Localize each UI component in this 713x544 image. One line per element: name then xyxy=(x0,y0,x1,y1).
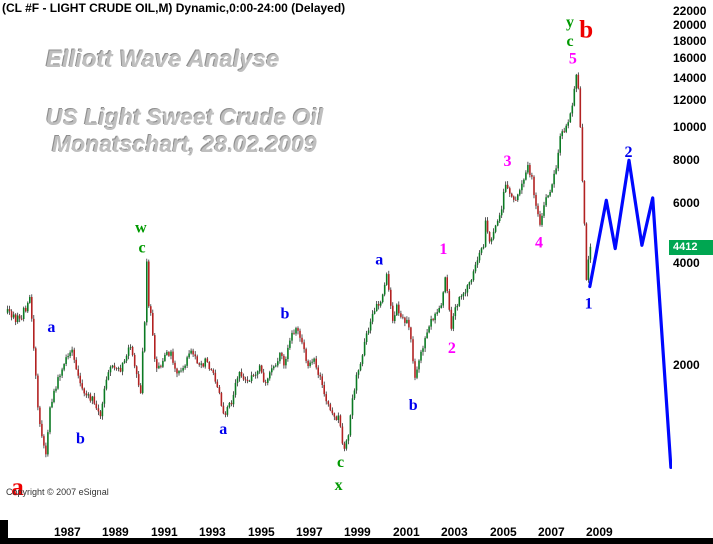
time-axis-label: 1999 xyxy=(344,525,371,539)
price-axis-label: 4000 xyxy=(673,256,700,270)
time-axis-label: 2005 xyxy=(490,525,517,539)
last-price-tag: 4412 xyxy=(669,240,713,255)
watermark-line3: Monatschart, 28.02.2009 xyxy=(52,131,317,157)
time-axis-label: 2007 xyxy=(538,525,565,539)
price-axis-label: 2000 xyxy=(673,358,700,372)
wave-label-c: c xyxy=(566,33,573,50)
wave-label-1: 1 xyxy=(439,241,447,258)
time-axis-label: 2003 xyxy=(441,525,468,539)
chart-symbol-title: (CL #F - LIGHT CRUDE OIL,M) Dynamic,0:00… xyxy=(2,1,346,15)
time-axis-label: 1987 xyxy=(54,525,81,539)
wave-label-y: y xyxy=(566,14,574,31)
last-price-value: 4412 xyxy=(673,241,698,253)
watermark-line1: Elliott Wave Analyse xyxy=(46,46,280,73)
wave-label-3: 3 xyxy=(504,153,512,170)
time-axis-label: 2009 xyxy=(586,525,613,539)
wave-label-b: b xyxy=(579,17,593,44)
price-axis-label: 10000 xyxy=(673,120,707,134)
wave-label-w: w xyxy=(135,219,147,236)
candles xyxy=(6,72,592,458)
wave-label-a: a xyxy=(47,319,55,336)
wave-label-4: 4 xyxy=(535,235,543,252)
time-axis-label: 1997 xyxy=(296,525,323,539)
price-axis-label: 18000 xyxy=(673,34,707,48)
wave-label-c: c xyxy=(337,454,344,471)
wave-label-c: c xyxy=(139,240,146,257)
wave-label-2: 2 xyxy=(448,340,456,357)
price-axis-label: 12000 xyxy=(673,93,707,107)
wave-label-b: b xyxy=(76,431,85,448)
wave-label-x: x xyxy=(335,477,343,494)
wave-label-a: a xyxy=(11,474,24,501)
time-axis-label: 2001 xyxy=(393,525,420,539)
title-bar: (CL #F - LIGHT CRUDE OIL,M) Dynamic,0:00… xyxy=(0,0,667,17)
wave-label-a: a xyxy=(375,252,383,269)
wave-label-1: 1 xyxy=(585,295,593,312)
wave-label-2: 2 xyxy=(625,144,633,161)
time-axis-label: 1995 xyxy=(248,525,275,539)
price-axis-label: 16000 xyxy=(673,51,707,65)
copyright-notice: Copyright © 2007 eSignal xyxy=(6,487,109,497)
corner-block xyxy=(0,520,8,544)
price-axis-label: 22000 xyxy=(673,4,707,18)
time-axis-label: 1993 xyxy=(199,525,226,539)
wave-label-a: a xyxy=(219,421,227,438)
bottom-bar xyxy=(0,538,713,544)
wave-label-b: b xyxy=(409,397,418,414)
price-axis[interactable]: 22000 20000 18000 16000 14000 12000 10000 8000 6… xyxy=(670,0,713,524)
time-axis-label: 1991 xyxy=(151,525,178,539)
wave-label-b: b xyxy=(280,305,289,322)
watermark-line2: US Light Sweet Crude Oil xyxy=(46,104,324,130)
price-axis-label: 6000 xyxy=(673,196,700,210)
time-axis[interactable]: 1987 1989 1991 1993 1995 1997 1999 2001 2003 2005… xyxy=(0,523,713,539)
price-axis-label: 14000 xyxy=(673,71,707,85)
price-axis-label: 8000 xyxy=(673,153,700,167)
wave-label-5: 5 xyxy=(569,51,577,68)
time-axis-label: 1989 xyxy=(102,525,129,539)
projection-line xyxy=(588,158,672,469)
price-axis-label: 20000 xyxy=(673,18,707,32)
